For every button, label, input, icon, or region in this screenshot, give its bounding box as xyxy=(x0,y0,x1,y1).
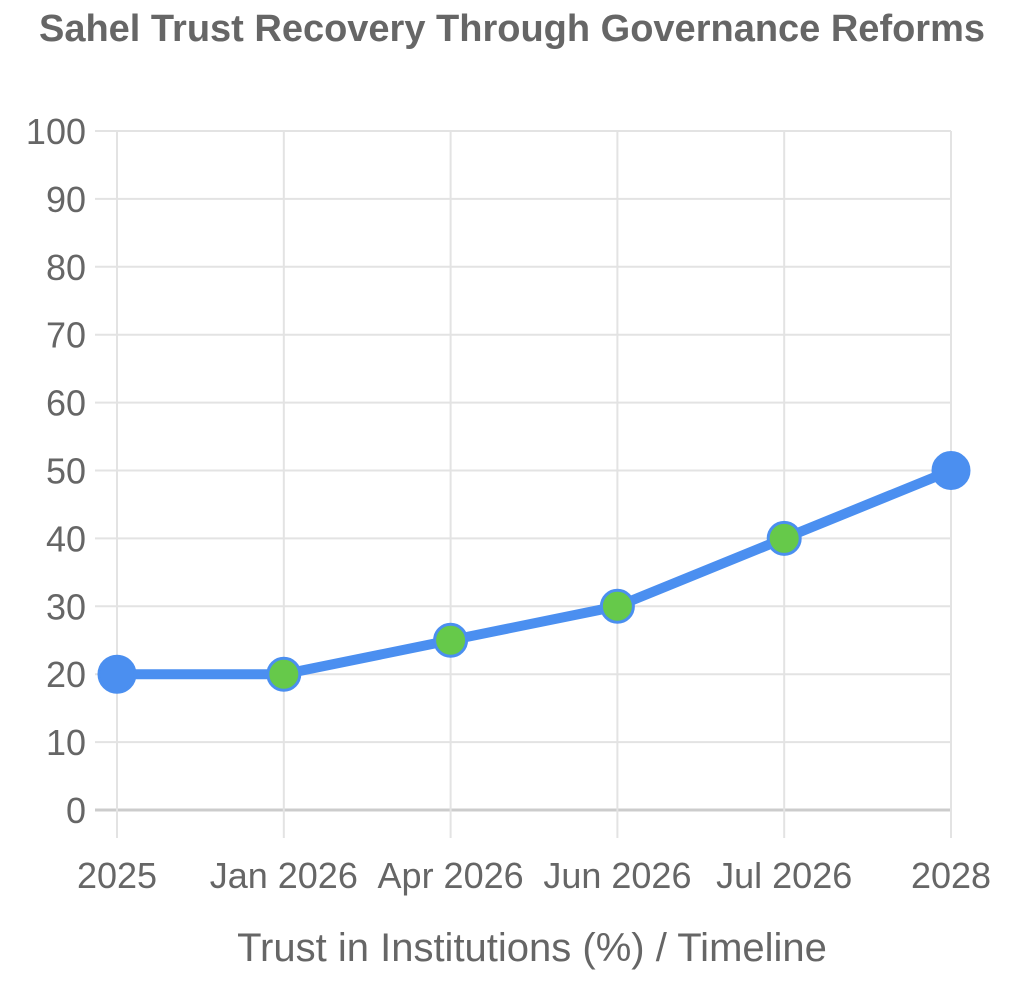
x-tick-label: Jan 2026 xyxy=(210,855,358,896)
y-tick-label: 30 xyxy=(46,586,86,627)
y-tick-label: 60 xyxy=(46,383,86,424)
y-tick-label: 100 xyxy=(26,111,86,152)
chart-title: Sahel Trust Recovery Through Governance … xyxy=(38,8,986,50)
x-axis-label: Trust in Institutions (%) / Timeline xyxy=(237,926,827,970)
data-point xyxy=(931,451,971,490)
x-tick-label: Jul 2026 xyxy=(716,855,852,896)
y-tick-label: 80 xyxy=(46,247,86,288)
y-tick-label: 70 xyxy=(46,315,86,356)
x-tick-label: Jun 2026 xyxy=(543,855,691,896)
data-point xyxy=(766,520,802,556)
x-tick-label: 2028 xyxy=(911,855,991,896)
y-tick-label: 40 xyxy=(46,518,86,559)
y-tick-label: 50 xyxy=(46,451,86,492)
data-point xyxy=(266,656,302,692)
data-point xyxy=(433,622,469,658)
data-point xyxy=(599,588,635,624)
y-tick-label: 10 xyxy=(46,722,86,763)
y-tick-label: 20 xyxy=(46,654,86,695)
y-tick-label: 0 xyxy=(66,790,86,831)
data-point xyxy=(97,654,137,694)
x-tick-label: Apr 2026 xyxy=(378,855,524,896)
series-line xyxy=(112,465,956,680)
y-tick-label: 90 xyxy=(46,179,86,220)
x-tick-label: 2025 xyxy=(77,855,157,896)
